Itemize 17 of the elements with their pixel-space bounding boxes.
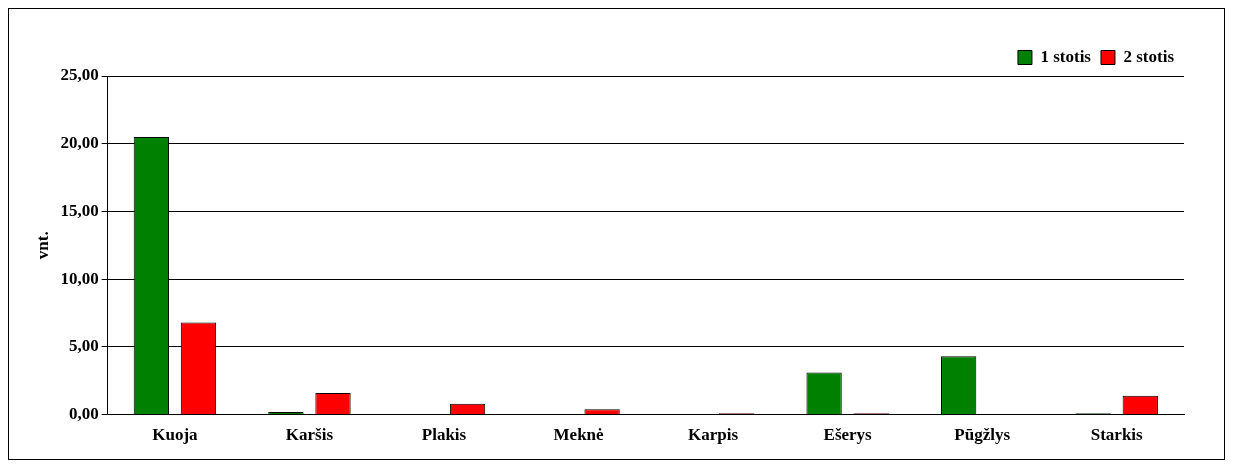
x-tick-label: Meknė: [553, 425, 605, 445]
x-tick-label: Ešerys: [823, 425, 873, 445]
x-tick-label: Karpis: [688, 425, 739, 445]
legend-label: 2 stotis: [1123, 46, 1175, 66]
y-tick-label: 25,00: [60, 65, 99, 85]
legend-label: 1 stotis: [1040, 46, 1092, 66]
y-tick-label: 15,00: [60, 200, 99, 220]
y-tick-label: 20,00: [60, 133, 99, 153]
y-axis-title: vnt.: [32, 231, 52, 260]
x-tick-label: Plakis: [421, 425, 467, 445]
x-tick-label: Starkis: [1090, 425, 1144, 445]
y-tick-label: 10,00: [60, 268, 99, 288]
x-tick-label: Karšis: [285, 425, 334, 445]
y-tick-label: 5,00: [68, 336, 99, 356]
x-tick-label: Kuoja: [152, 425, 199, 445]
x-tick-label: Pūgžlys: [954, 425, 1011, 445]
y-tick-label: 0,00: [68, 403, 99, 423]
